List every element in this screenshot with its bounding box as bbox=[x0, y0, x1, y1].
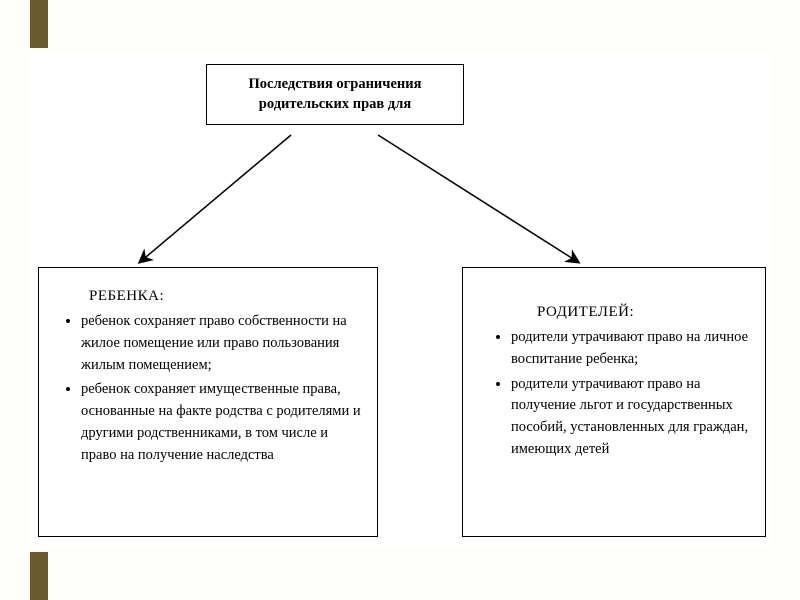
leaf-title-child: РЕБЕНКА: bbox=[61, 288, 363, 305]
list-item: родители утрачивают право на получение л… bbox=[511, 374, 751, 461]
list-item: родители утрачивают право на личное восп… bbox=[511, 327, 751, 371]
leaf-node-parents: РОДИТЕЛЕЙ: родители утрачивают право на … bbox=[462, 267, 766, 537]
root-line2: родительских прав для bbox=[221, 95, 449, 115]
accent-bar-bottom bbox=[30, 552, 48, 600]
tree-diagram: Последствия ограничения родительских пра… bbox=[30, 52, 770, 547]
list-item: ребенок сохраняет имущественные права, о… bbox=[81, 379, 363, 466]
accent-bar-top bbox=[30, 0, 48, 48]
list-item: ребенок сохраняет право собственности на… bbox=[81, 311, 363, 376]
root-line1: Последствия ограничения bbox=[221, 75, 449, 95]
diagram-canvas: Последствия ограничения родительских пра… bbox=[30, 52, 770, 547]
arrow-left bbox=[140, 135, 291, 262]
root-node: Последствия ограничения родительских пра… bbox=[206, 64, 464, 125]
leaf-node-child: РЕБЕНКА: ребенок сохраняет право собстве… bbox=[38, 267, 378, 537]
leaf-items-child: ребенок сохраняет право собственности на… bbox=[61, 311, 363, 466]
leaf-title-parents: РОДИТЕЛЕЙ: bbox=[491, 304, 751, 321]
arrow-right bbox=[378, 135, 578, 262]
leaf-items-parents: родители утрачивают право на личное восп… bbox=[491, 327, 751, 461]
